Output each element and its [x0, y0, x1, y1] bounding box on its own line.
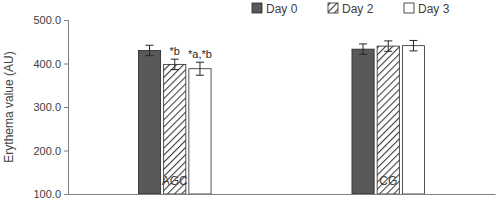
y-tick-mark — [64, 20, 68, 21]
error-bar — [171, 59, 179, 69]
y-tick: 300.0 — [33, 101, 68, 113]
error-bar — [196, 62, 204, 75]
legend-item: Day 2 — [328, 2, 374, 16]
error-bar-stem — [363, 44, 364, 54]
error-bar-stem — [174, 59, 175, 69]
error-bar-cap — [196, 75, 204, 76]
y-tick-label: 500.0 — [33, 14, 61, 26]
error-bar-cap — [171, 69, 179, 70]
y-tick-label: 300.0 — [33, 101, 61, 113]
error-bar — [384, 41, 392, 51]
legend: Day 0 Day 2 Day 3 — [252, 2, 450, 16]
bar — [138, 50, 160, 194]
x-axis-line — [69, 194, 496, 195]
error-bar-cap — [384, 40, 392, 41]
x-tick: CG — [379, 174, 397, 194]
error-bar-stem — [388, 41, 389, 51]
legend-swatch — [328, 3, 338, 13]
y-axis-title: Erythema value (AU) — [2, 51, 16, 162]
y-tick-mark — [64, 194, 68, 195]
error-bar-cap — [384, 51, 392, 52]
legend-swatch — [252, 3, 262, 13]
error-bar-cap — [146, 45, 154, 46]
legend-item: Day 0 — [252, 2, 298, 16]
plot-area — [138, 40, 424, 194]
legend-swatch — [404, 3, 414, 13]
legend-label: Day 3 — [418, 2, 450, 16]
y-tick: 500.0 — [33, 14, 68, 26]
error-bar-stem — [149, 45, 150, 55]
error-bar-stem — [199, 62, 200, 75]
x-axis: AGC CG — [69, 174, 496, 195]
y-axis-line — [64, 21, 69, 195]
annotation: *a,*b — [188, 48, 212, 60]
y-tick-mark — [64, 151, 68, 152]
chart: *b *a,*b 100.0 200.0 300.0 400.0 500.0 AGC CG Ery… — [0, 0, 500, 201]
y-tick-label: 400.0 — [33, 58, 61, 70]
error-bar-cap — [409, 50, 417, 51]
x-tick-label: AGC — [162, 174, 188, 188]
y-tick-mark — [64, 64, 68, 65]
bar — [377, 46, 399, 194]
annotation: *b — [170, 45, 180, 57]
y-tick: 400.0 — [33, 58, 68, 70]
error-bar-cap — [196, 62, 204, 63]
legend-item: Day 3 — [404, 2, 450, 16]
y-tick-label: 200.0 — [33, 145, 61, 157]
legend-label: Day 0 — [266, 2, 298, 16]
legend-label: Day 2 — [342, 2, 374, 16]
error-bar-cap — [171, 59, 179, 60]
error-bar-cap — [359, 43, 367, 44]
error-bar-cap — [146, 55, 154, 56]
y-tick-mark — [64, 107, 68, 108]
bar — [189, 69, 211, 194]
bar — [352, 49, 374, 194]
error-bar — [409, 40, 417, 50]
error-bar-cap — [359, 54, 367, 55]
y-tick: 100.0 — [33, 188, 68, 200]
y-tick: 200.0 — [33, 145, 68, 157]
error-bar-stem — [413, 40, 414, 50]
error-bar — [146, 45, 154, 55]
x-tick-label: CG — [379, 174, 397, 188]
error-bar — [359, 44, 367, 54]
bar — [402, 46, 424, 194]
error-bar-cap — [409, 40, 417, 41]
x-tick: AGC — [162, 174, 188, 194]
y-axis: 100.0 200.0 300.0 400.0 500.0 — [33, 14, 68, 200]
y-tick-label: 100.0 — [33, 188, 61, 200]
